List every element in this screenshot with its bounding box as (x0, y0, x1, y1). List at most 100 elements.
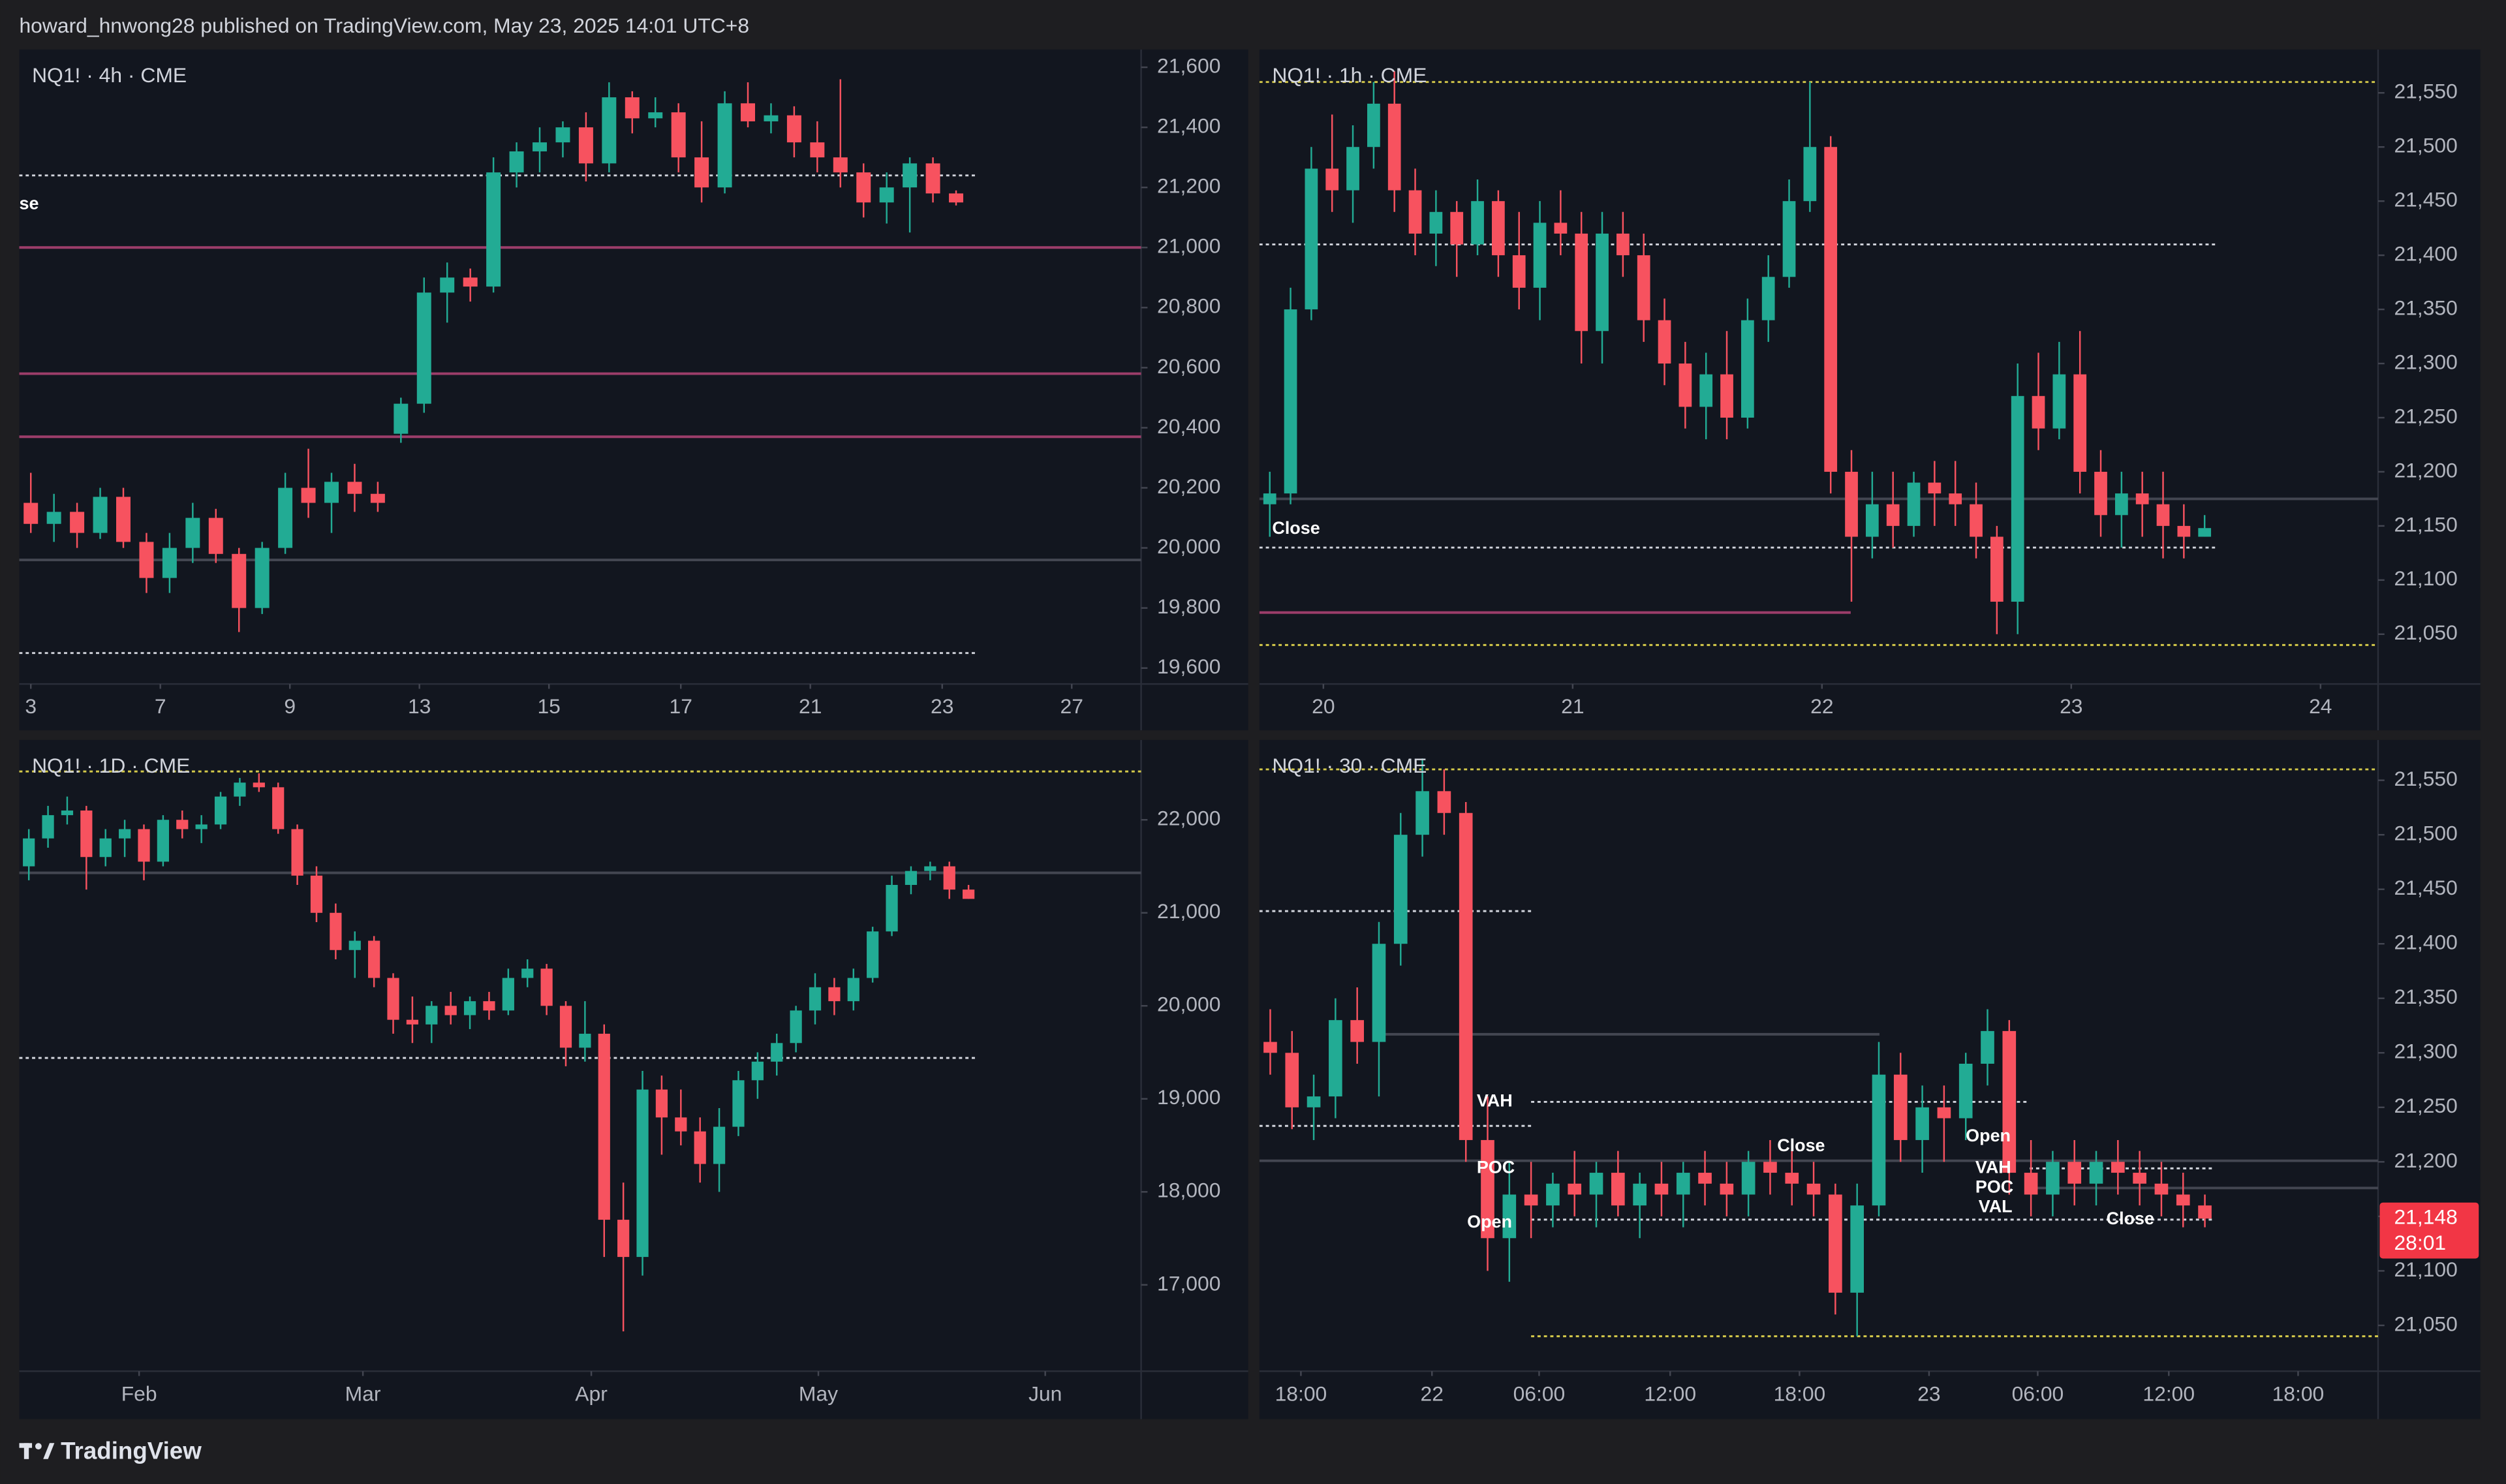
candle-body (521, 968, 534, 978)
annotation: Close (1777, 1136, 1825, 1155)
candle-body (636, 1089, 649, 1258)
candle-body (1415, 791, 1429, 835)
candle-body (1893, 1074, 1908, 1140)
x-tick-label: 22 (1810, 694, 1833, 718)
annotation: VAH (1975, 1157, 2011, 1177)
y-tick-label: 19,600 (1157, 655, 1220, 678)
candle-body (2052, 374, 2066, 429)
candle-body (1367, 103, 1380, 147)
y-tick-label: 21,400 (2394, 242, 2457, 266)
x-tick-label: 3 (25, 694, 37, 718)
candle-body (1350, 1020, 1364, 1042)
header-text: howard_hnwong28 published on TradingView… (19, 14, 749, 37)
candle-body (1763, 1162, 1777, 1173)
candle-body (1806, 1183, 1821, 1195)
x-tick-label: 12:00 (2142, 1382, 2195, 1405)
y-tick-label: 21,500 (2394, 134, 2457, 157)
x-tick-label: 20 (1312, 694, 1335, 718)
plot: se (19, 79, 1141, 655)
candle-body (234, 782, 246, 797)
annotation: se (19, 194, 39, 213)
x-tick-label: Feb (121, 1382, 157, 1405)
candle-body (2032, 395, 2045, 429)
candle-body (598, 1034, 610, 1220)
candle-body (579, 1034, 591, 1048)
chart-title: NQ1! · 30 · CME (1272, 754, 1427, 777)
candle-body (1492, 201, 1505, 256)
candle-body (116, 497, 131, 542)
candle-body (1829, 1194, 1842, 1293)
y-tick-label: 21,000 (1157, 234, 1220, 258)
candle-body (924, 866, 936, 871)
y-tick-label: 21,300 (2394, 1040, 2457, 1063)
candle-body (1803, 147, 1817, 202)
candle-body (502, 978, 514, 1011)
y-tick-label: 21,200 (2394, 458, 2457, 482)
candle-body (2177, 525, 2191, 537)
candle-body (2114, 493, 2128, 516)
candle-body (879, 187, 894, 203)
logo (19, 1443, 55, 1459)
candle-body (1533, 223, 1547, 288)
y-tick-label: 20,400 (1157, 414, 1220, 438)
candle-body (675, 1117, 687, 1132)
candle-body (1633, 1183, 1647, 1206)
candle-body (790, 1010, 802, 1043)
candle-body (138, 829, 150, 862)
candle-body (483, 1001, 495, 1011)
y-tick-label: 20,800 (1157, 294, 1220, 318)
y-tick-label: 21,050 (2394, 1312, 2457, 1335)
candle-body (119, 829, 131, 839)
candle-body (1990, 536, 2003, 602)
candle-body (694, 1131, 706, 1164)
y-tick-label: 20,000 (1157, 993, 1220, 1016)
candle-body (1263, 493, 1276, 504)
candle-body (61, 810, 74, 816)
candle-body (1305, 168, 1318, 310)
candle-body (93, 497, 108, 533)
candle-body (1611, 1173, 1625, 1206)
candle-body (764, 115, 779, 121)
x-tick-label: 18:00 (2272, 1382, 2325, 1405)
x-tick-label: 12:00 (1644, 1382, 1696, 1405)
x-tick-label: 7 (155, 694, 166, 718)
candle-body (1678, 363, 1692, 407)
candle-body (732, 1080, 745, 1127)
candle-body (1741, 1162, 1756, 1195)
candle-body (347, 482, 362, 494)
x-tick-label: 23 (931, 694, 953, 718)
candle-body (1429, 211, 1443, 234)
candle-body (348, 940, 361, 950)
x-tick-label: 24 (2309, 694, 2332, 718)
y-tick-label: 21,050 (2394, 621, 2457, 644)
y-tick-label: 21,450 (2394, 876, 2457, 899)
candle-body (416, 292, 431, 404)
candle-body (330, 912, 342, 950)
candle-body (2067, 1162, 2082, 1184)
candle-body (208, 518, 223, 554)
candle-body (1285, 1053, 1299, 1107)
candle-body (540, 968, 553, 1006)
x-tick-label: 18:00 (1774, 1382, 1826, 1405)
y-tick-label: 17,000 (1157, 1271, 1220, 1295)
x-tick-label: Jun (1029, 1382, 1062, 1405)
y-tick-label: 21,350 (2394, 296, 2457, 319)
candle-body (70, 512, 85, 533)
chart-title: NQ1! · 1h · CME (1272, 63, 1427, 87)
candle-body (1568, 1183, 1582, 1195)
candle-body (1958, 1063, 1973, 1119)
candle-body (1408, 190, 1422, 234)
candle-body (786, 115, 801, 143)
candle-body (1845, 471, 1858, 537)
candle-body (1981, 1030, 1994, 1064)
candle-body (272, 787, 285, 829)
candle-body (1970, 504, 1983, 537)
candle-body (1284, 309, 1297, 494)
candle-body (1512, 255, 1526, 288)
candle-body (370, 493, 385, 503)
candle-body (1824, 147, 1838, 472)
x-tick-label: 15 (537, 694, 560, 718)
candle-body (1949, 493, 1962, 504)
annotation: VAH (1477, 1091, 1513, 1111)
plot: Close (1259, 71, 2378, 646)
